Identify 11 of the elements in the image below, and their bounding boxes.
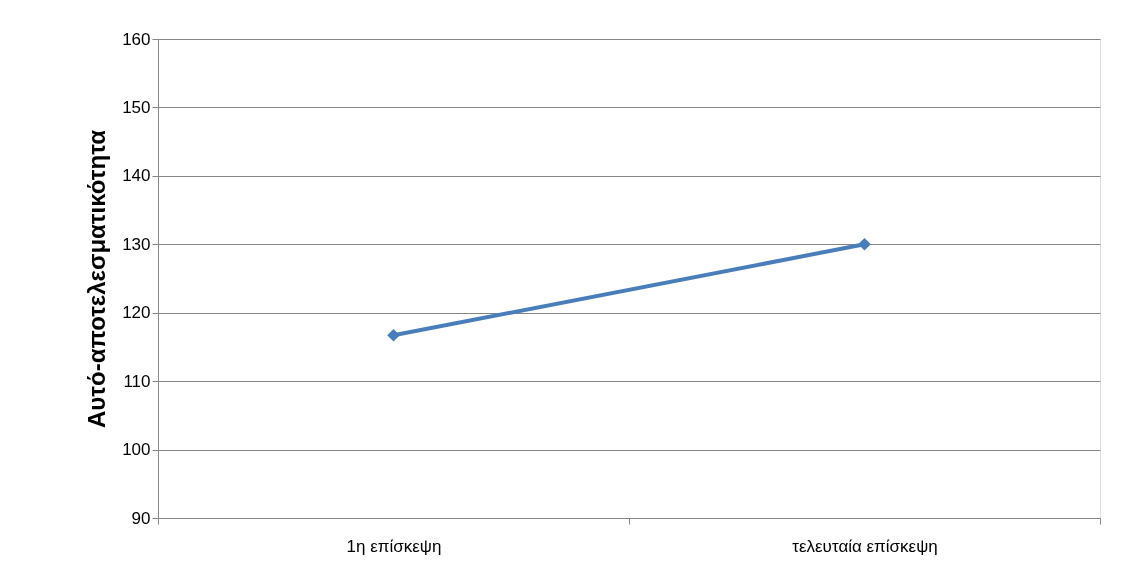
y-tick-label: 100 xyxy=(122,440,151,460)
y-tick-label: 150 xyxy=(122,97,151,117)
y-axis-title: Αυτό-αποτελεσματικότητα xyxy=(83,129,111,428)
y-tick-label: 140 xyxy=(122,166,151,186)
y-tick-label: 110 xyxy=(123,371,151,391)
y-tick-label: 130 xyxy=(122,234,151,254)
x-tick-label: 1η επίσκεψη xyxy=(346,536,442,556)
y-tick-label: 120 xyxy=(122,303,151,323)
y-tick-label: 160 xyxy=(122,29,151,49)
x-tick-label: τελευταία επίσκεψη xyxy=(792,536,938,556)
y-tick-label: 90 xyxy=(131,508,151,528)
